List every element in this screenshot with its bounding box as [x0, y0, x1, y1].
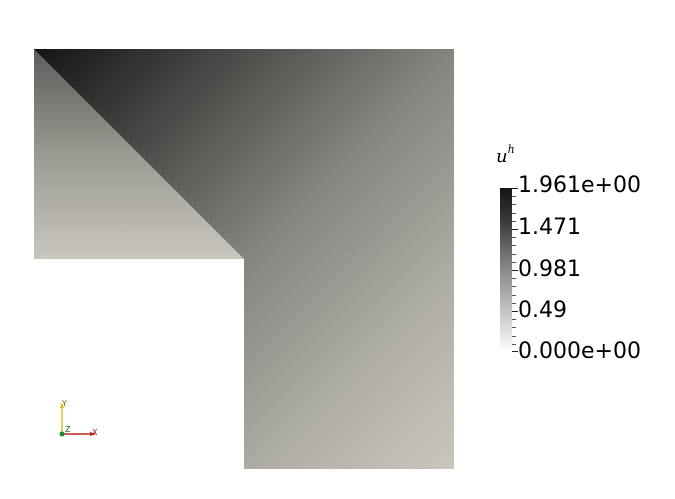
colorbar-title: uh: [496, 143, 515, 167]
l-shaped-domain: [34, 49, 454, 469]
orientation-axes: Y Z X: [52, 396, 104, 442]
colorbar-label-mid: 0.981: [518, 257, 581, 282]
axis-label-x: X: [92, 428, 98, 437]
axis-label-y: Y: [62, 399, 67, 408]
colorbar-label-q3: 1.471: [518, 215, 581, 240]
colorbar-ticks: [512, 188, 518, 352]
axis-label-z: Z: [65, 425, 71, 434]
axes-icon: [59, 402, 96, 437]
colorbar: [500, 188, 512, 352]
colorbar-label-min: 0.000e+00: [518, 339, 641, 364]
colorbar-label-q1: 0.49: [518, 298, 567, 323]
solution-field-lower-left: [34, 49, 244, 259]
colorbar-label-max: 1.961e+00: [518, 173, 641, 198]
